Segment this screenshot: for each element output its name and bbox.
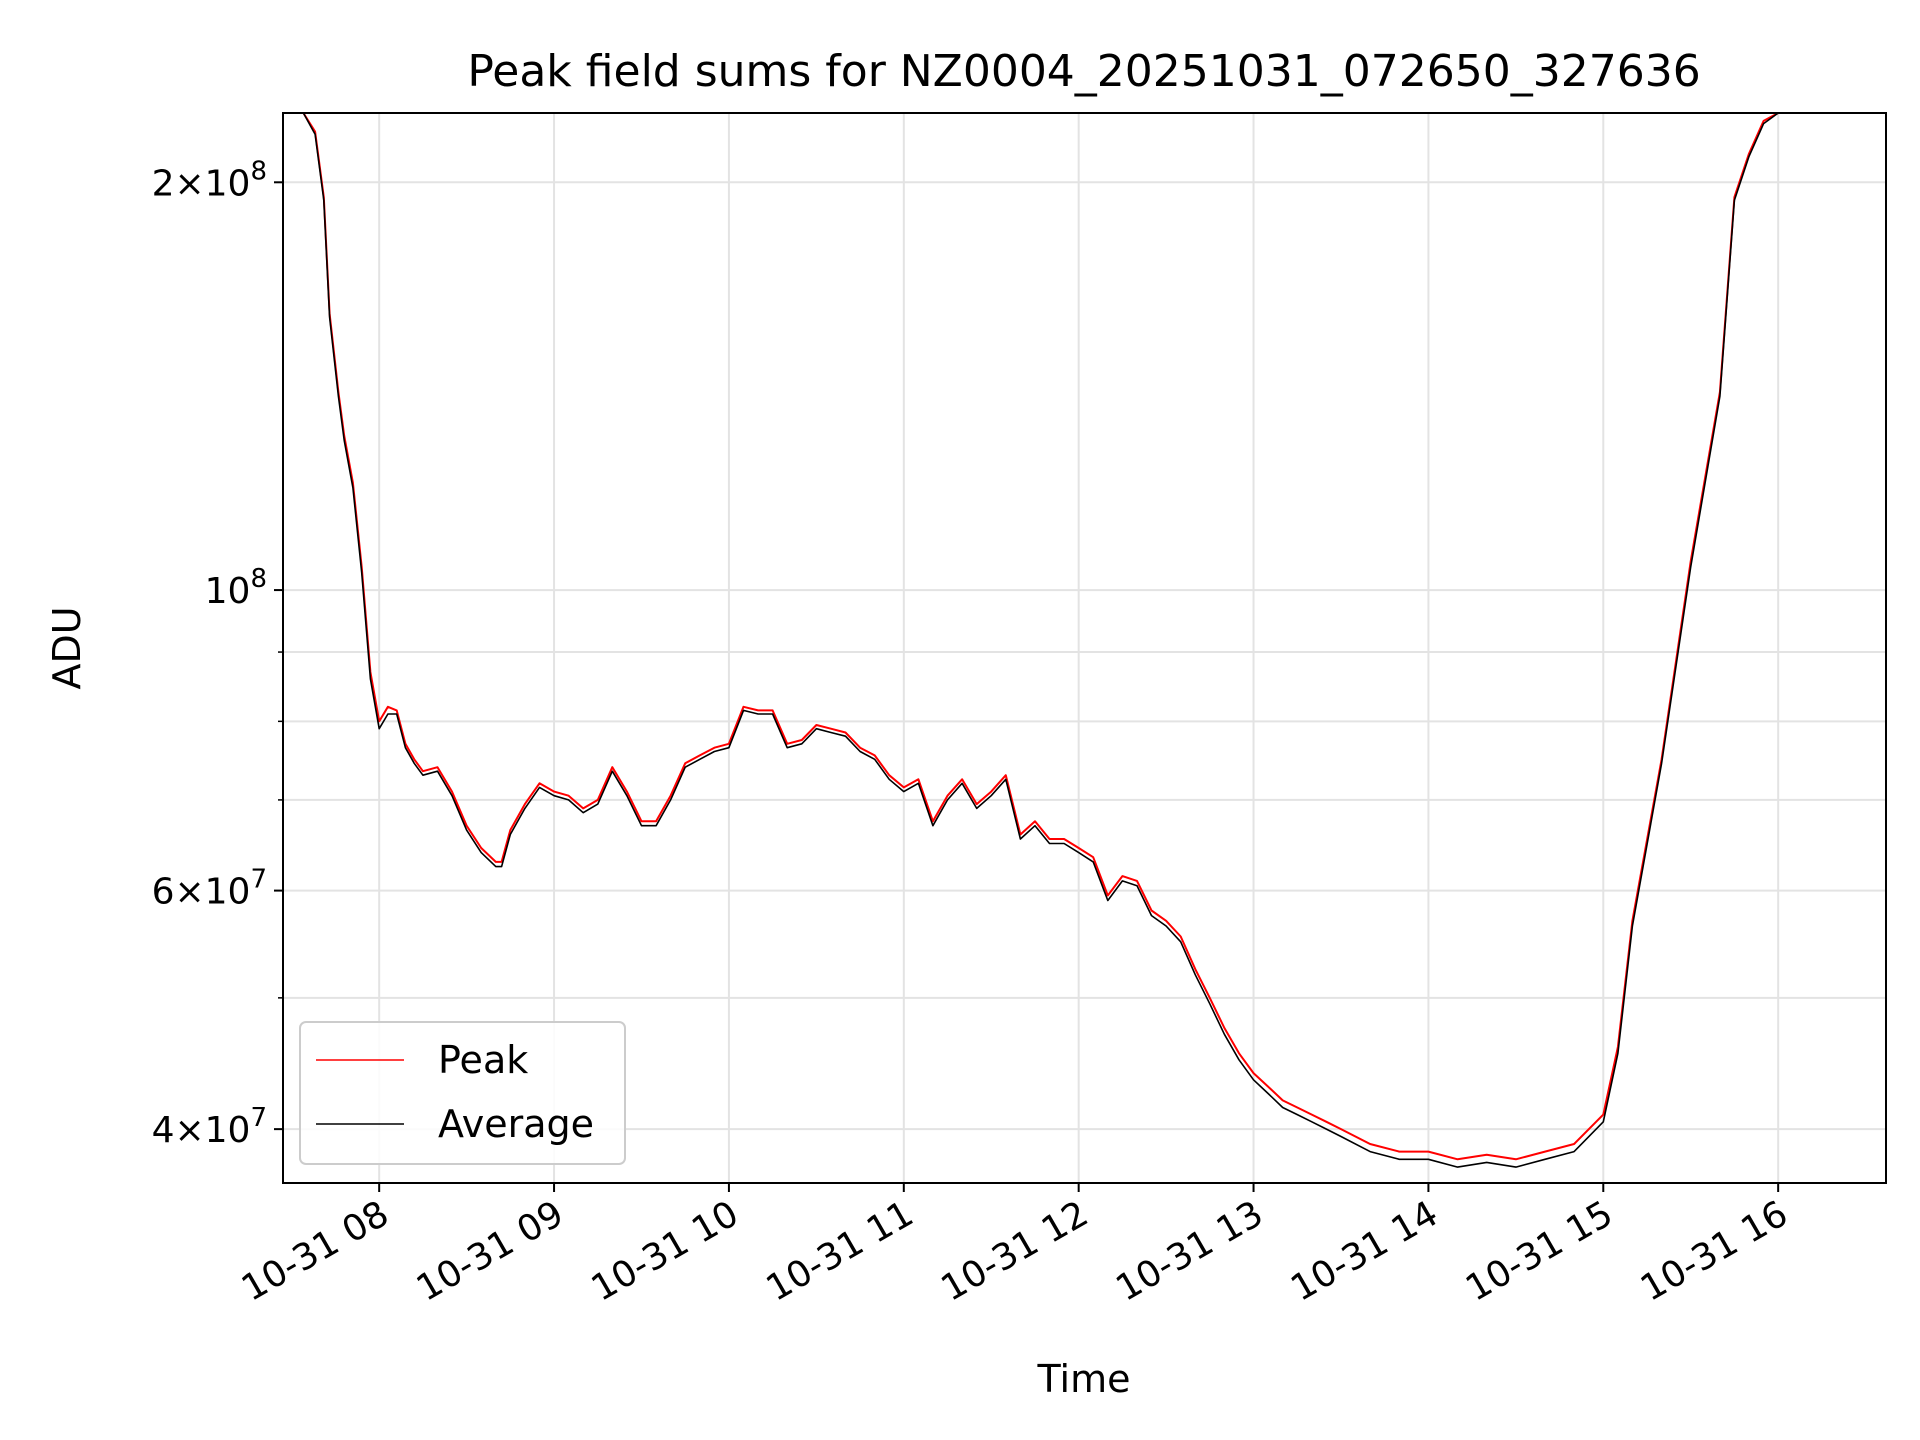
chart-title: Peak field sums for NZ0004_20251031_0726… (467, 46, 1700, 97)
y-tick-exponent: 8 (250, 156, 267, 186)
y-tick-label: 4×107 (152, 1103, 267, 1151)
series-line-peak (283, 112, 1886, 1161)
legend: Peak Average (299, 1021, 626, 1165)
y-tick-mantissa: 2× (152, 163, 205, 204)
y-tick-mantissa: 4× (152, 1110, 205, 1151)
y-tick-base: 10 (205, 872, 251, 913)
series-line-average (283, 112, 1886, 1168)
grid (283, 113, 1886, 1183)
plot-frame (282, 112, 1887, 1184)
y-tick-label: 6×107 (152, 865, 267, 913)
plot-lines (283, 112, 1886, 1168)
x-axis-label: Time (1037, 1357, 1131, 1401)
y-tick-label: 108 (205, 564, 267, 612)
y-tick-base: 10 (205, 1110, 251, 1151)
legend-label-peak: Peak (438, 1038, 528, 1082)
y-tick-label: 2×108 (152, 156, 267, 204)
y-tick-exponent: 7 (250, 865, 267, 895)
y-axis-label: ADU (45, 606, 89, 689)
y-tick-mantissa: 6× (152, 872, 205, 913)
legend-box (299, 1021, 626, 1165)
y-tick-exponent: 7 (250, 1103, 267, 1133)
legend-label-average: Average (438, 1102, 594, 1146)
y-tick-base: 10 (205, 163, 251, 204)
y-tick-base: 10 (205, 571, 251, 612)
y-tick-exponent: 8 (250, 564, 267, 594)
